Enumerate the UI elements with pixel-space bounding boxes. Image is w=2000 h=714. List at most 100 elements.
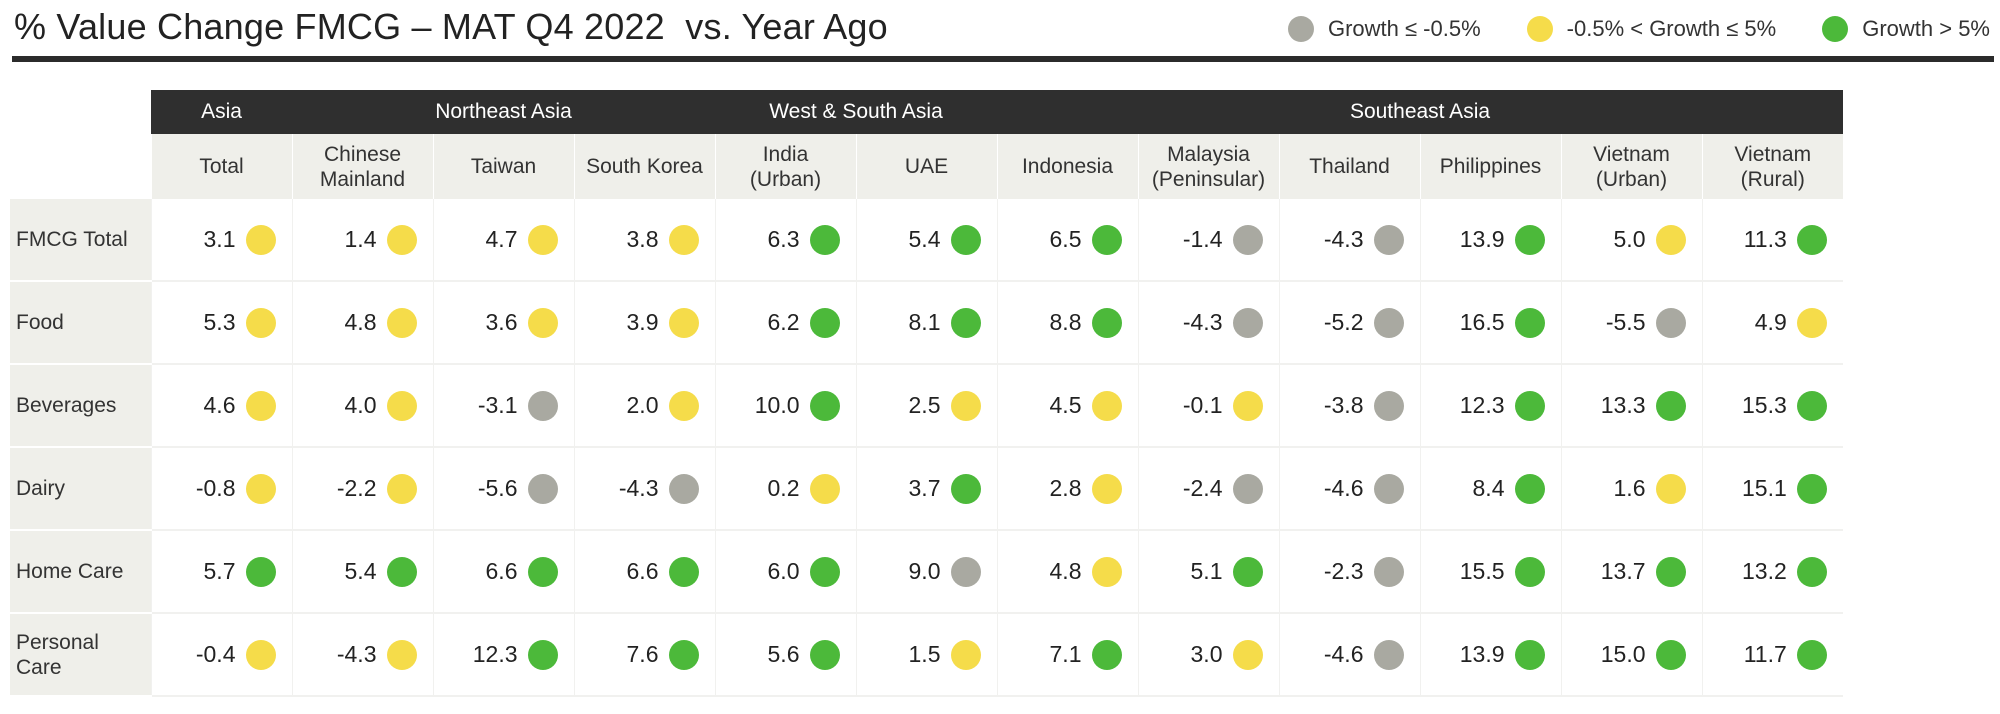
status-dot-mid [386,224,417,255]
value-label: 15.3 [1741,392,1787,418]
status-dot-high [1796,224,1827,255]
value-label: -5.2 [1323,309,1364,335]
legend-label: Growth > 5% [1862,16,1990,41]
status-dot-high [950,224,981,255]
status-dot-mid [1796,307,1827,338]
status-dot-low [1373,473,1404,504]
table-cell: 6.6 [432,530,574,614]
status-dot-low [1232,307,1263,338]
table-cell: 5.4 [855,199,997,282]
value-label: 13.2 [1741,558,1787,584]
row-label-dairy: Dairy [10,447,151,531]
table-cell: 8.4 [1419,447,1561,531]
value-label: -0.4 [195,641,236,667]
table-cell: 5.0 [1560,199,1702,282]
status-dot-mid [809,473,840,504]
table-cell: 4.8 [291,281,433,365]
column-header-total: Total [150,134,292,199]
value-label: 15.5 [1459,558,1505,584]
value-label: 6.5 [1049,226,1082,252]
table-cell: -1.4 [1137,199,1279,282]
value-label: 8.8 [1049,309,1082,335]
table-cell: 2.5 [855,364,997,448]
table-cell: 4.8 [996,530,1138,614]
value-label: 5.7 [203,558,236,584]
region-header-northeast-asia: Northeast Asia [292,90,715,134]
table-cell: 11.7 [1701,613,1843,697]
label-line: (Peninsular) [1151,167,1266,191]
country-header-row: Total Chinese Mainland Taiwan South Korea Ind… [10,134,1843,199]
table-cell: 12.3 [1419,364,1561,448]
status-dot-high [1796,390,1827,421]
table-cell: 12.3 [432,613,574,697]
column-header-vietnam-rural: Vietnam (Rural) [1701,134,1843,199]
table-cell: -2.3 [1278,530,1420,614]
legend-swatch-high [1822,16,1849,42]
value-label: 13.9 [1459,226,1505,252]
value-label: 0.2 [767,475,800,501]
value-label: 7.6 [626,641,659,667]
row-label-personal-care: Personal Care [10,613,151,697]
status-dot-high [1655,639,1686,670]
table-cell: 6.6 [573,530,715,614]
value-label: 7.1 [1049,641,1082,667]
status-dot-high [809,556,840,587]
table-cell: 3.1 [150,199,292,282]
status-dot-mid [668,390,699,421]
status-dot-mid [527,307,558,338]
value-label: 6.6 [626,558,659,584]
status-dot-high [809,307,840,338]
label-line: Vietnam [1593,142,1670,166]
value-label: 11.7 [1743,641,1787,667]
table-cell: -4.3 [573,447,715,531]
status-dot-high [668,556,699,587]
value-label: -0.1 [1182,392,1223,418]
status-dot-mid [245,307,276,338]
value-label: 4.6 [203,392,236,418]
table-cell: 1.4 [291,199,433,282]
table-cell: -0.4 [150,613,292,697]
value-label: 10.0 [754,392,800,418]
value-change-table: Asia Northeast Asia West & South Asia South… [10,90,1843,697]
value-label: 15.1 [1741,475,1787,501]
table-cell: -5.6 [432,447,574,531]
label-line: Beverages [16,394,117,417]
table-cell: -4.3 [1137,281,1279,365]
table-cell: 3.7 [855,447,997,531]
table-cell: -4.6 [1278,447,1420,531]
value-label: -4.3 [1182,309,1223,335]
value-label: 5.3 [203,309,236,335]
value-label: -4.3 [618,475,659,501]
status-dot-high [386,556,417,587]
table-cell: 5.7 [150,530,292,614]
status-dot-mid [950,390,981,421]
status-dot-high [1514,224,1545,255]
status-dot-high [1514,307,1545,338]
label-line: Philippines [1439,155,1542,178]
value-label: 4.7 [485,226,518,252]
value-label: 4.9 [1754,309,1787,335]
table-cell: 5.6 [714,613,856,697]
status-dot-low [950,556,981,587]
value-label: 12.3 [472,641,518,667]
table-cell: 6.0 [714,530,856,614]
value-label: 16.5 [1459,309,1505,335]
value-label: 13.3 [1600,392,1646,418]
status-dot-mid [668,224,699,255]
value-label: -5.5 [1605,309,1646,335]
region-header-asia: Asia [151,90,292,134]
legend: Growth ≤ -0.5% -0.5% < Growth ≤ 5% Growth … [1287,16,1990,42]
table-cell: 4.6 [150,364,292,448]
table-cell: 2.0 [573,364,715,448]
column-header-malaysia-peninsular: Malaysia (Peninsular) [1137,134,1279,199]
column-header-chinese-mainland: Chinese Mainland [291,134,433,199]
table-cell: 4.9 [1701,281,1843,365]
table-cell: 15.0 [1560,613,1702,697]
status-dot-high [1091,224,1122,255]
row-label-home-care: Home Care [10,530,151,614]
value-label: 5.0 [1613,226,1646,252]
legend-swatch-mid [1526,16,1553,42]
table-cell: 7.1 [996,613,1138,697]
status-dot-mid [950,639,981,670]
value-label: 6.0 [767,558,800,584]
